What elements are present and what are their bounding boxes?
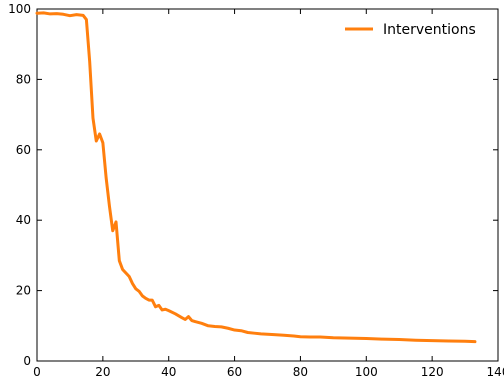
y-tick-label: 80 (16, 72, 31, 86)
legend: Interventions (345, 22, 476, 38)
y-tick-label: 0 (23, 354, 31, 368)
legend-label-interventions: Interventions (383, 22, 476, 38)
series-layer (35, 11, 477, 344)
series-line-interventions (35, 11, 477, 344)
x-tick-label: 120 (421, 365, 444, 379)
x-tick-label: 80 (293, 365, 308, 379)
x-tick-label: 40 (161, 365, 176, 379)
x-tick-label: 140 (487, 365, 504, 379)
y-tick-label: 60 (16, 143, 31, 157)
x-tick-label: 60 (227, 365, 242, 379)
y-tick-label: 100 (8, 2, 31, 16)
y-tick-label: 40 (16, 213, 31, 227)
plot-area (36, 8, 499, 362)
x-tick-label: 0 (33, 365, 41, 379)
x-tick-label: 100 (355, 365, 378, 379)
x-tick-label: 20 (95, 365, 110, 379)
y-tick-label: 20 (16, 284, 31, 298)
axis-tick-labels: 0 20 40 60 80 100 120 140 0 20 40 60 80 100 (8, 2, 504, 379)
axis-ticks (36, 8, 499, 362)
